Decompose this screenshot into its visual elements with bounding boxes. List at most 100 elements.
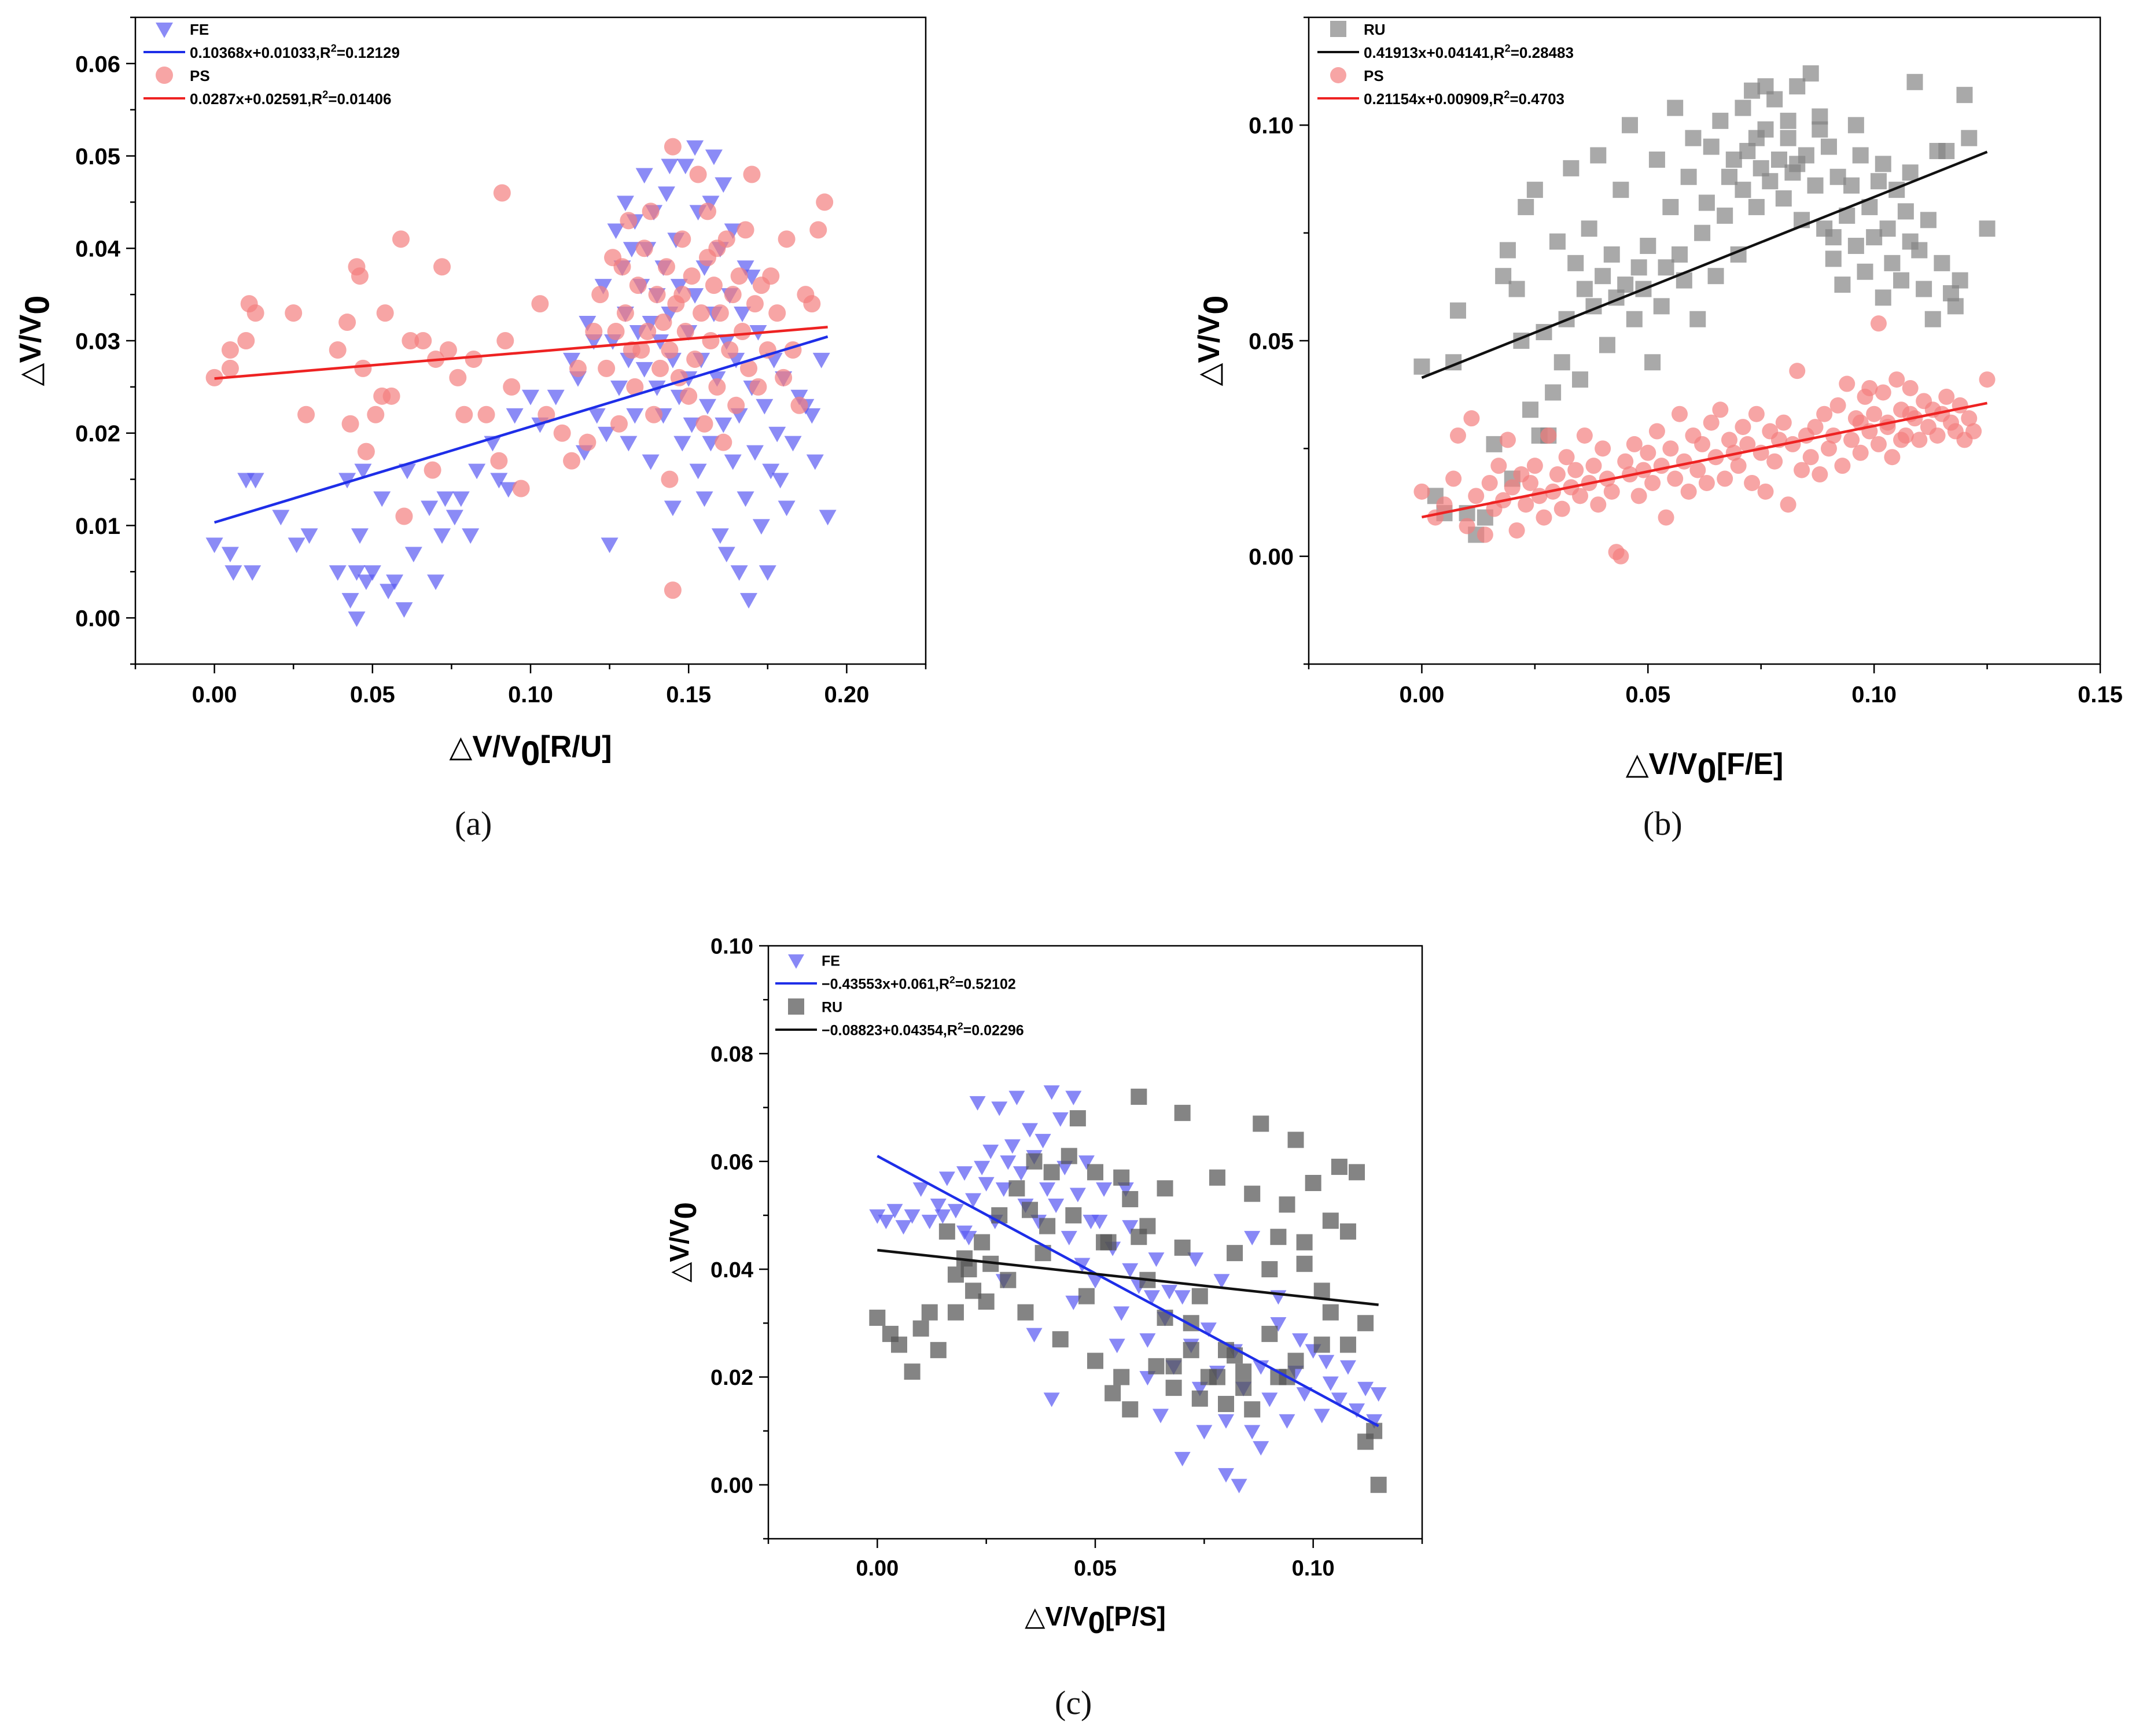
- data-point: [1816, 406, 1833, 422]
- data-point: [1789, 363, 1806, 379]
- data-point: [1026, 1328, 1043, 1343]
- legend-fit-equation: 0.0287x+0.02591,R2=0.01406: [190, 89, 391, 107]
- data-point: [635, 362, 653, 378]
- series-ps-points: [205, 138, 834, 599]
- x-tick-label: 0.05: [1625, 682, 1670, 707]
- data-point: [1884, 255, 1901, 271]
- data-point: [1812, 466, 1828, 483]
- data-point: [771, 473, 789, 489]
- data-point: [651, 359, 669, 377]
- data-point: [737, 260, 754, 276]
- data-point: [1022, 1201, 1038, 1218]
- data-point: [965, 1193, 982, 1208]
- data-point: [1022, 1123, 1038, 1138]
- fit-equation-superscript: 2: [1504, 89, 1510, 100]
- data-point: [740, 359, 758, 377]
- data-point: [715, 177, 732, 193]
- data-point: [695, 415, 713, 433]
- data-point: [702, 332, 720, 349]
- fit-line-ps: [214, 326, 828, 380]
- data-point: [1174, 1239, 1191, 1256]
- data-point: [1518, 198, 1534, 215]
- data-point: [930, 1341, 947, 1358]
- data-point: [878, 1214, 894, 1229]
- data-point: [1847, 238, 1864, 255]
- data-point: [1563, 160, 1580, 176]
- data-point: [705, 277, 723, 294]
- data-point: [1261, 1325, 1278, 1342]
- data-point: [1039, 1218, 1056, 1234]
- data-point: [477, 406, 495, 423]
- data-point: [639, 323, 657, 341]
- data-point: [746, 445, 764, 461]
- data-point: [1069, 1188, 1086, 1203]
- series-fe-points: [869, 1085, 1387, 1494]
- data-point: [1852, 444, 1869, 461]
- data-point: [1549, 466, 1566, 483]
- caption-a: (a): [455, 805, 492, 842]
- y-axis: 0.00 0.02 0.04 0.06 0.08 0.10: [710, 935, 768, 1540]
- data-point: [1961, 410, 1978, 427]
- data-point: [1707, 268, 1724, 285]
- data-point: [1644, 354, 1661, 371]
- series-ru-points: [1413, 65, 1996, 543]
- data-point: [1870, 315, 1887, 332]
- y-axis: 0.00 0.01 0.02 0.03 0.04 0.05 0.06: [75, 16, 135, 665]
- data-point: [503, 378, 521, 396]
- data-point: [1934, 255, 1950, 271]
- data-point: [947, 1204, 964, 1219]
- data-point: [698, 202, 716, 220]
- data-point: [1630, 259, 1647, 276]
- data-point: [1413, 358, 1430, 375]
- data-point: [563, 352, 581, 368]
- data-point: [812, 352, 830, 368]
- data-point: [221, 359, 239, 377]
- data-point: [746, 295, 764, 313]
- x-axis-label-main: △V/V: [1025, 1601, 1088, 1631]
- y-axis-label-main: △V/V: [664, 1219, 694, 1282]
- data-point: [1698, 474, 1715, 491]
- data-point: [1929, 427, 1946, 444]
- data-point: [1048, 1198, 1065, 1213]
- data-point: [338, 473, 356, 489]
- data-point: [1906, 73, 1923, 90]
- fit-equation-text: 0.0287x+0.02591,R: [190, 90, 322, 108]
- data-point: [1875, 384, 1891, 401]
- data-point: [1897, 203, 1914, 220]
- data-point: [297, 406, 315, 423]
- data-point: [1218, 1414, 1234, 1429]
- data-point: [1518, 496, 1534, 513]
- data-point: [246, 304, 264, 322]
- data-point: [1244, 1230, 1261, 1245]
- data-point: [1617, 277, 1634, 293]
- data-point: [661, 159, 679, 175]
- data-point: [402, 332, 419, 349]
- data-point: [1595, 440, 1611, 457]
- data-point: [775, 368, 793, 386]
- y-axis-label-sub: 0: [18, 295, 57, 314]
- y-axis-label-main: △V/V: [1192, 314, 1226, 386]
- data-point: [1739, 436, 1756, 452]
- data-point: [1847, 117, 1864, 134]
- data-point: [661, 470, 679, 488]
- data-point: [1703, 138, 1720, 155]
- data-point: [449, 368, 467, 386]
- data-point: [869, 1209, 886, 1224]
- data-point: [717, 547, 735, 563]
- data-point: [689, 165, 707, 183]
- x-axis-label-sub: 0: [1698, 751, 1717, 790]
- data-point: [376, 304, 394, 322]
- x-axis-label-sub: 0: [1088, 1606, 1105, 1640]
- data-point: [1956, 87, 1973, 104]
- series-fe-points: [205, 140, 837, 627]
- fit-equation-superscript: 2: [958, 1020, 963, 1032]
- data-point: [1191, 1390, 1208, 1407]
- data-point: [721, 341, 739, 359]
- data-point: [759, 565, 776, 581]
- data-point: [934, 1209, 951, 1224]
- data-point: [341, 593, 359, 609]
- series-ps-points: [1413, 315, 1996, 565]
- data-point: [1065, 1207, 1082, 1223]
- data-point: [1576, 427, 1593, 444]
- data-point: [1698, 194, 1715, 211]
